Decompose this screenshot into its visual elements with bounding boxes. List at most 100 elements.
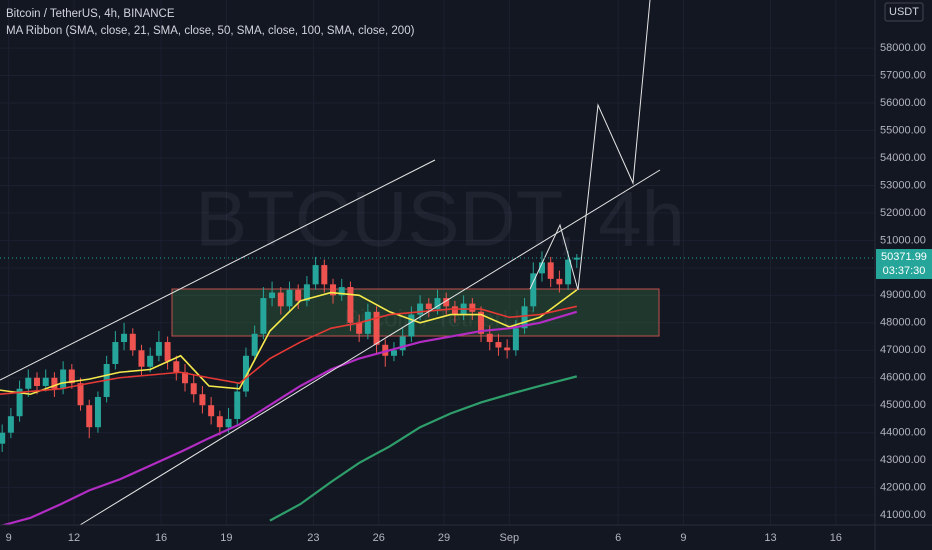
y-tick-label: 56000.00: [880, 97, 926, 109]
candle-body: [112, 342, 119, 365]
candle-body: [538, 262, 545, 274]
moving-average: [0, 289, 578, 396]
candle-body: [356, 322, 363, 334]
candle-body: [530, 273, 537, 307]
indicator-title: MA Ribbon (SMA, close, 21, SMA, close, 5…: [6, 25, 415, 37]
candle-body: [7, 416, 14, 433]
candle-body: [277, 292, 284, 307]
candle-body: [164, 342, 171, 362]
time-axis: [0, 525, 932, 550]
candle-body: [147, 355, 154, 367]
x-tick-label: 23: [307, 532, 319, 544]
candle-body: [399, 336, 406, 351]
candle-body: [269, 292, 276, 299]
candle-body: [321, 265, 328, 285]
candle-body: [469, 303, 476, 312]
candle-body: [208, 405, 215, 417]
moving-average: [0, 305, 577, 396]
candle-body: [42, 377, 49, 386]
y-tick-label: 48000.00: [880, 317, 926, 329]
candle-body: [155, 342, 162, 356]
candle-body: [25, 377, 32, 389]
moving-average: [0, 310, 578, 528]
y-tick-label: 51000.00: [880, 234, 926, 246]
y-tick-label: 46000.00: [880, 372, 926, 384]
x-tick-label: 12: [68, 532, 80, 544]
candle-body: [373, 311, 380, 345]
currency[interactable]: USDT: [889, 6, 919, 18]
candle-body: [190, 383, 197, 395]
candle-body: [565, 259, 572, 285]
candle-body: [443, 298, 450, 307]
trend-line: [0, 159, 436, 381]
candle-body: [451, 306, 458, 315]
candle-body: [225, 418, 232, 428]
candle-body: [286, 289, 293, 307]
candle-body: [338, 287, 345, 296]
candle-body: [121, 333, 128, 343]
x-tick-label: Sep: [500, 532, 520, 544]
candle-body: [234, 391, 241, 419]
x-tick-label: 29: [438, 532, 450, 544]
y-tick-label: 45000.00: [880, 399, 926, 411]
candle-body: [512, 328, 519, 351]
y-tick-label: 42000.00: [880, 482, 926, 494]
countdown: 03:37:30: [883, 265, 926, 277]
candle-body: [295, 289, 302, 301]
x-tick-label: 16: [155, 532, 167, 544]
candle-body: [138, 350, 145, 367]
candle-body: [242, 355, 249, 392]
candle-body: [303, 284, 310, 301]
currency-box[interactable]: [884, 2, 924, 22]
x-tick-label: 9: [6, 532, 12, 544]
candle-body: [86, 405, 93, 428]
candle-body: [486, 333, 493, 343]
y-tick-label: 57000.00: [880, 69, 926, 81]
grid: [0, 0, 875, 525]
last-price-box: [876, 249, 932, 279]
axes: 41000.00 42000.00 43000.00 44000.00 45000.00…: [6, 42, 926, 544]
candle-body: [68, 369, 75, 384]
candle-body: [408, 314, 415, 337]
candle-body: [34, 377, 41, 386]
moving-average: [269, 375, 578, 522]
candle-body: [425, 303, 432, 310]
last-price: 50371.99: [881, 251, 927, 263]
candle-body: [182, 372, 189, 384]
candle-body: [504, 347, 511, 351]
x-tick-label: 6: [615, 532, 621, 544]
x-tick-label: 13: [764, 532, 776, 544]
candle-body: [556, 278, 563, 285]
y-tick-label: 53000.00: [880, 179, 926, 191]
candle-body: [573, 257, 580, 260]
y-tick-label: 44000.00: [880, 427, 926, 439]
candle-body: [216, 416, 223, 428]
y-tick-label: 54000.00: [880, 152, 926, 164]
candle-body: [382, 344, 389, 356]
candle-body: [364, 311, 371, 334]
watermark: BTCUSDT, 4h: [195, 175, 685, 263]
y-tick-label: 58000.00: [880, 42, 926, 54]
candle-body: [434, 298, 441, 310]
plot: [0, 251, 580, 528]
candle-body: [390, 350, 397, 356]
drawings: [0, 0, 661, 526]
x-tick-label: 19: [220, 532, 232, 544]
x-tick-label: 9: [680, 532, 686, 544]
y-tick-label: 41000.00: [880, 509, 926, 521]
candle-body: [547, 262, 554, 279]
candle-body: [260, 298, 267, 334]
candle-body: [495, 342, 502, 348]
candle-body: [478, 311, 485, 334]
candle-body: [16, 388, 23, 417]
candle-body: [330, 284, 337, 296]
candle-body: [312, 265, 319, 285]
candle-body: [0, 432, 6, 444]
candle-body: [51, 377, 58, 389]
candle-body: [251, 333, 258, 356]
candle-body: [173, 361, 180, 373]
x-tick-label: 26: [373, 532, 385, 544]
